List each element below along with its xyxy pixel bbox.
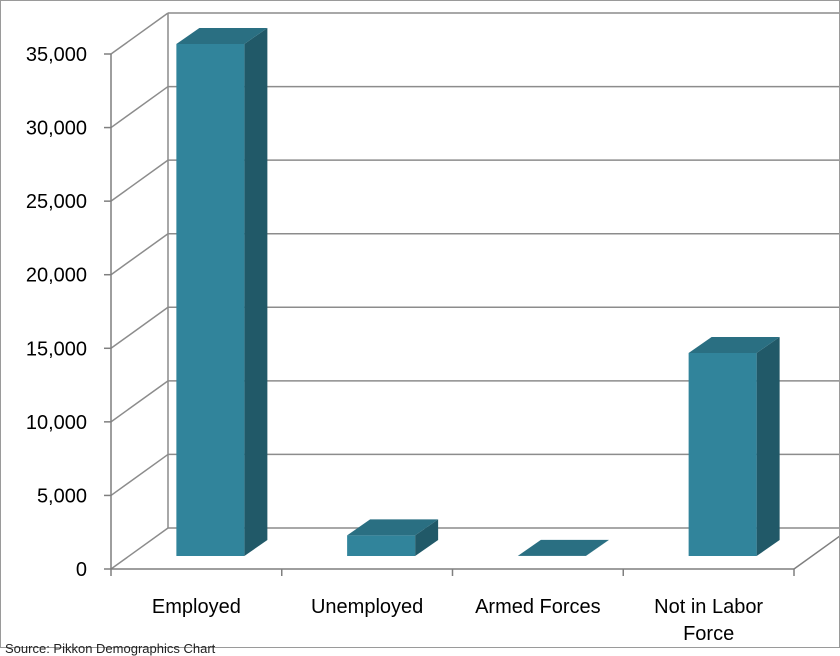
gridline-side: [111, 454, 168, 495]
bar-front-face: [347, 535, 415, 556]
x-tick-label: Armed Forces: [475, 596, 601, 618]
y-tick-label: 35,000: [26, 44, 87, 66]
x-tick-label: Employed: [152, 596, 241, 618]
gridline-side: [111, 381, 168, 422]
gridline-side: [111, 307, 168, 348]
bar-employed: [176, 28, 267, 556]
y-tick-label: 20,000: [26, 265, 87, 287]
x-tick-label: Unemployed: [311, 596, 423, 618]
gridline-side: [111, 13, 168, 54]
bar-not-in-labor-force: [689, 337, 780, 556]
floor-right-edge: [794, 528, 839, 569]
source-note: Source: Pikkon Demographics Chart: [5, 641, 215, 656]
bars: [176, 28, 779, 556]
x-tick-labels: Employed Unemployed Armed Forces Not in Lab…: [152, 596, 764, 645]
bar-unemployed: [347, 519, 438, 556]
y-tick-label: 15,000: [26, 338, 87, 360]
bar-front-face: [176, 44, 244, 556]
y-tick-label: 10,000: [26, 412, 87, 434]
gridline-side: [111, 87, 168, 128]
gridline-side: [111, 160, 168, 201]
y-tick-label: 0: [76, 559, 87, 581]
y-tick-label: 30,000: [26, 118, 87, 140]
y-tick-label: 25,000: [26, 191, 87, 213]
bar-armed-forces: [518, 540, 609, 556]
bar-front-face: [689, 353, 757, 556]
y-tick-label: 5,000: [37, 485, 87, 507]
gridline-side: [111, 234, 168, 275]
bar-side-face: [757, 337, 780, 556]
bar-top-face: [518, 540, 609, 556]
gridline-side: [111, 528, 168, 569]
bar-side-face: [244, 28, 267, 556]
y-tick-labels: 0 5,000 10,000 15,000 20,000 25,000 30,000 35,0…: [26, 44, 87, 581]
